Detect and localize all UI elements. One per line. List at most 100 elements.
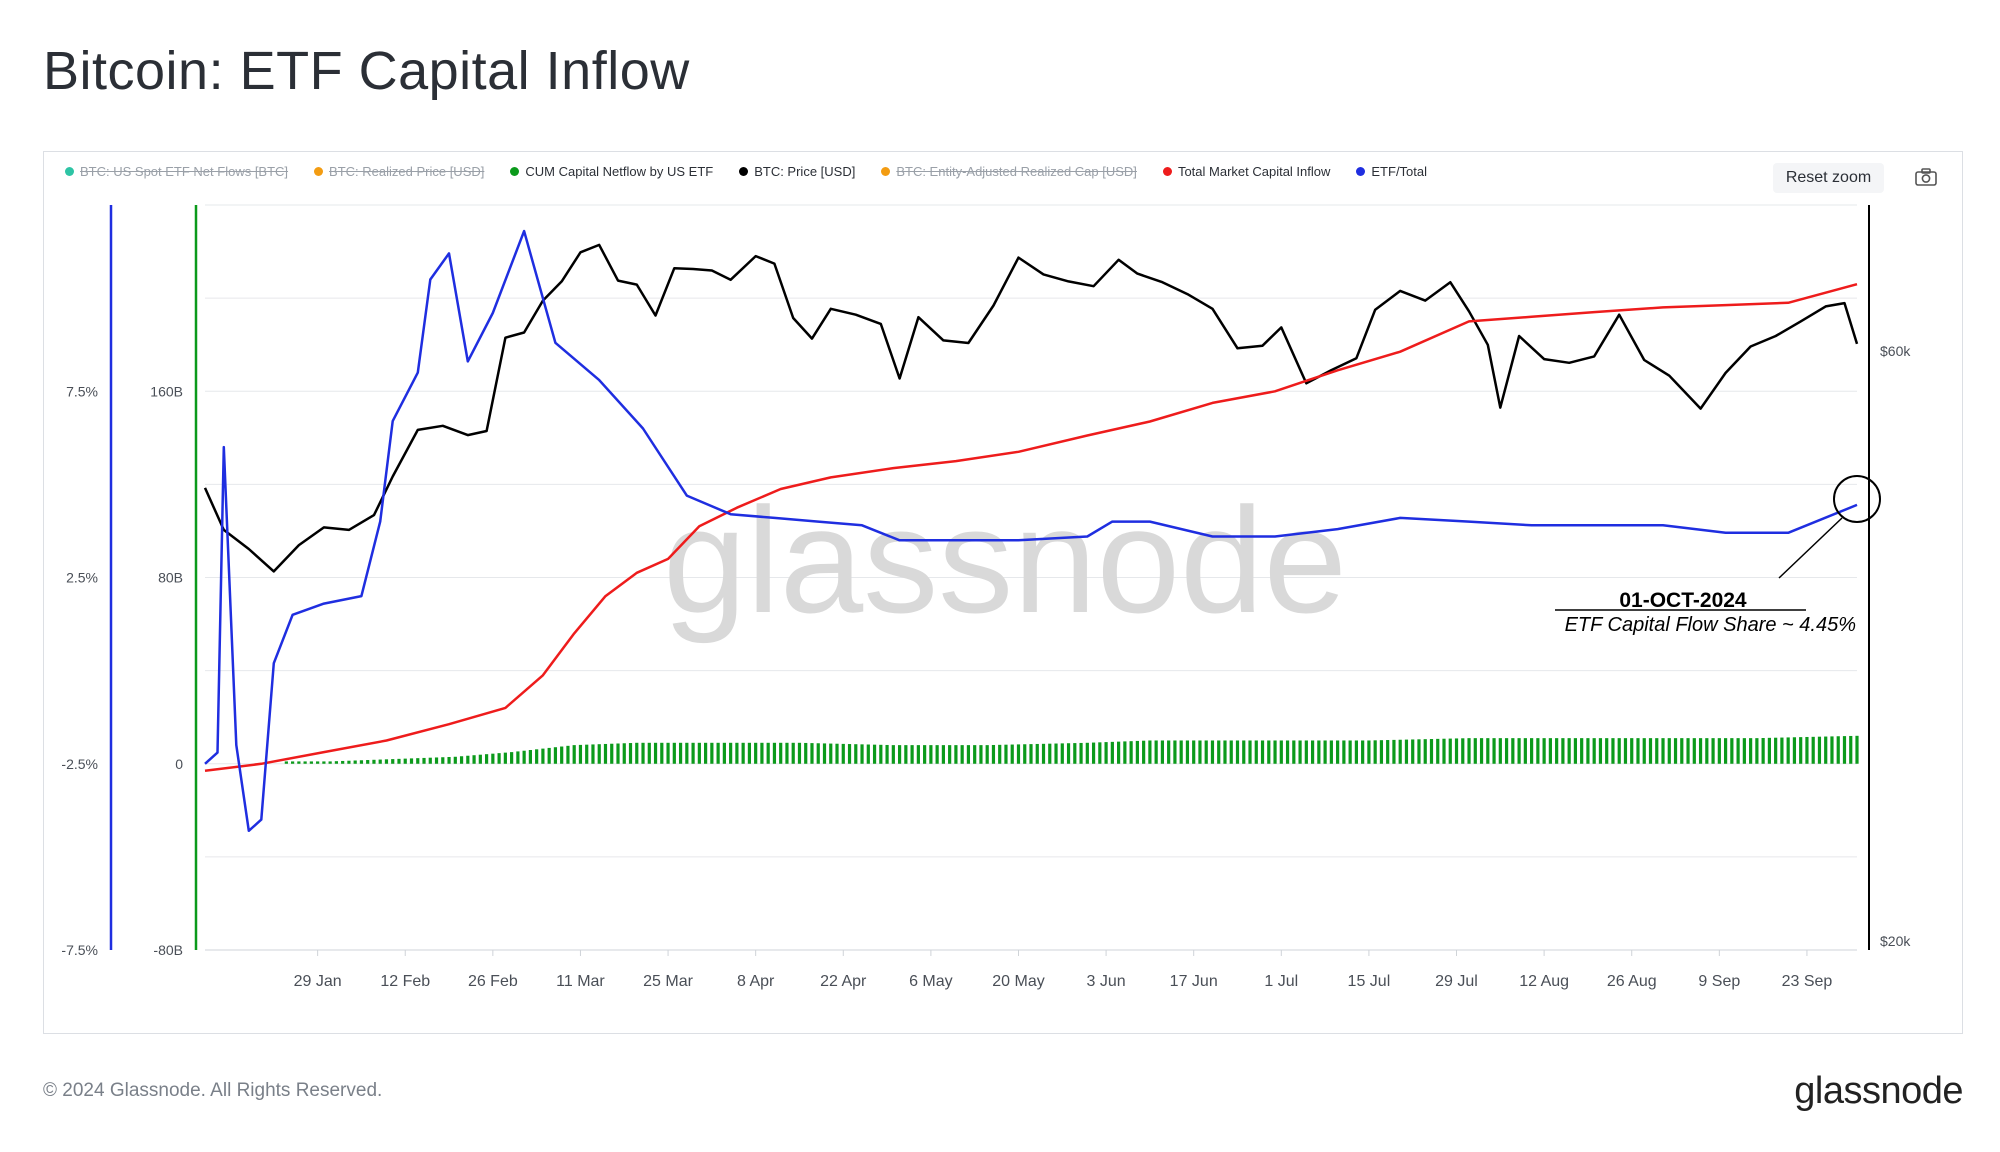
etf-netflow-bar [1673,738,1678,764]
etf-netflow-bar [547,747,551,764]
etf-netflow-bar [1561,738,1565,764]
etf-netflow-bar [466,755,470,764]
etf-netflow-bar [403,758,407,764]
etf-netflow-bar [416,758,420,764]
legend-item-total-market-inflow[interactable]: Total Market Capital Inflow [1162,164,1330,179]
etf-netflow-bar [291,761,295,764]
etf-netflow-bar [1054,743,1058,764]
capital-tick-label: 0 [175,756,183,772]
etf-netflow-bar [303,761,307,764]
etf-netflow-bar [1079,742,1083,764]
etf-netflow-bar [1742,738,1746,764]
etf-netflow-bar [1342,740,1346,764]
etf-netflow-bar [891,745,895,764]
etf-netflow-bar [553,747,558,764]
etf-netflow-bar [1142,740,1146,764]
etf-netflow-bar [829,743,833,764]
etf-netflow-bar [948,745,952,764]
etf-netflow-bar [1761,737,1765,764]
etf-netflow-bar [578,744,583,764]
etf-netflow-bar [1442,738,1446,764]
etf-netflow-bar [991,744,996,764]
etf-netflow-bar [428,757,432,764]
etf-netflow-bar [1648,738,1653,764]
etf-netflow-bar [872,744,877,764]
etf-netflow-bar [1035,743,1039,764]
etf-netflow-bar [810,743,814,764]
etf-netflow-bar [1117,741,1121,764]
chart-frame [43,151,1963,1034]
etf-netflow-bar [347,760,351,764]
etf-netflow-bar [1598,738,1603,764]
etf-netflow-bar [1855,735,1859,764]
etf-netflow-bar [1267,740,1271,764]
etf-netflow-bar [1010,744,1014,764]
etf-netflow-bar [954,745,958,764]
camera-icon[interactable] [1914,166,1938,188]
etf-netflow-bar [1755,738,1759,764]
etf-netflow-bar [1479,738,1484,764]
etf-netflow-bar [610,743,614,764]
legend-label: BTC: Realized Price [USD] [329,163,485,179]
etf-netflow-bar [1617,738,1621,764]
reset-zoom-button[interactable]: Reset zoom [1773,163,1884,193]
etf-netflow-bar [1780,737,1784,764]
legend-item-btc-price[interactable]: BTC: Price [USD] [739,164,855,179]
etf-netflow-bar [697,742,701,764]
footer-copyright: © 2024 Glassnode. All Rights Reserved. [43,1080,383,1101]
etf-netflow-bar [1336,740,1340,764]
etf-netflow-bar [1304,740,1308,764]
etf-netflow-bar [1398,739,1402,764]
etf-netflow-bar [1592,738,1596,764]
etf-netflow-bar [1817,736,1822,764]
etf-netflow-bar [754,742,758,764]
etf-netflow-bar [910,745,914,764]
etf-netflow-bar [998,744,1002,764]
etf-netflow-bar [1698,738,1703,764]
etf-netflow-bar [1073,743,1077,764]
legend-item-realized-price[interactable]: BTC: Realized Price [USD] [314,164,484,179]
etf-netflow-bar [1667,738,1671,764]
etf-netflow-bar [653,742,658,764]
total-inflow-line [204,282,1858,772]
etf-netflow-bar [1548,738,1552,764]
etf-netflow-bar [660,742,664,764]
etf-netflow-bar [1749,738,1753,764]
etf-netflow-bar [1511,738,1515,764]
etf-netflow-bar [1799,737,1803,764]
capital-tick-label: 80B [158,570,183,586]
etf-netflow-bar [797,742,802,764]
x-tick-label: 26 Aug [1607,973,1657,990]
etf-netflow-bar [1423,739,1427,764]
x-tick-label: 9 Sep [1698,973,1740,990]
etf-netflow-bar [1504,738,1509,764]
etf-netflow-bar [1273,740,1277,764]
etf-netflow-bar [1692,738,1696,764]
etf-netflow-bar [353,760,357,764]
legend-dot-icon [1162,166,1172,176]
x-tick-label: 3 Jun [1087,973,1126,990]
etf-netflow-bar [1148,740,1152,764]
etf-netflow-bar [979,745,983,764]
etf-netflow-bar [1542,738,1546,764]
etf-netflow-bar [472,755,476,764]
etf-netflow-bar [1279,740,1283,764]
etf-netflow-bar [1711,738,1715,764]
etf-netflow-bar [422,757,426,764]
etf-netflow-bar [503,752,507,764]
etf-netflow-bar [1016,744,1021,764]
etf-netflow-bar [1379,740,1384,764]
etf-netflow-bar [804,742,808,764]
etf-netflow-bar [1060,743,1064,764]
legend-item-cum-capital-netflow[interactable]: CUM Capital Netflow by US ETF [510,164,713,179]
legend-item-etf-total[interactable]: ETF/Total [1356,164,1427,179]
etf-netflow-bar [541,748,545,764]
legend-item-entity-realized-cap[interactable]: BTC: Entity-Adjusted Realized Cap [USD] [881,164,1137,179]
legend-item-etf-net-flows[interactable]: BTC: US Spot ETF Net Flows [BTC] [65,164,288,179]
etf-netflow-bar [585,744,589,764]
btc-price-line [203,243,1859,573]
etf-netflow-bar [1436,738,1440,764]
etf-netflow-bar [766,742,770,764]
etf-netflow-bar [597,744,601,764]
